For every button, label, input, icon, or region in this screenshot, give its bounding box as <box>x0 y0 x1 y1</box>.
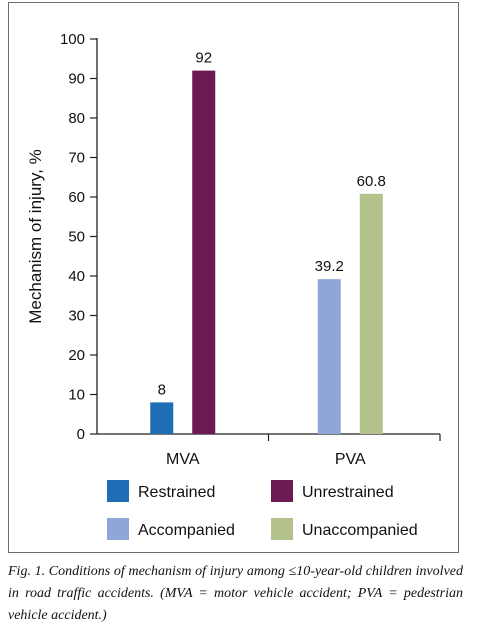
legend-label: Accompanied <box>138 522 235 539</box>
data-label: 39.2 <box>315 258 344 275</box>
data-label: 8 <box>158 381 166 398</box>
bar-chart: 0 10 20 30 40 50 60 70 80 90 100 Mechanism of injur… <box>26 31 441 540</box>
legend-swatch <box>107 480 129 502</box>
y-tick-label: 50 <box>68 229 85 246</box>
data-label: 60.8 <box>357 173 386 190</box>
bar <box>192 70 216 434</box>
data-label: 92 <box>195 50 212 67</box>
bar <box>359 193 383 434</box>
legend-label: Unaccompanied <box>302 522 418 539</box>
y-tick-label: 80 <box>68 110 85 127</box>
bar <box>150 402 174 434</box>
y-tick-label: 20 <box>68 347 85 364</box>
x-category-label: PVA <box>335 451 366 468</box>
legend-swatch <box>107 518 129 540</box>
y-tick-label: 10 <box>68 387 85 404</box>
legend-swatch <box>271 518 293 540</box>
y-tick-label: 90 <box>68 71 85 88</box>
y-tick-label: 60 <box>68 189 85 206</box>
legend-swatch <box>271 480 293 502</box>
figure-caption: Fig. 1. Conditions of mechanism of injur… <box>8 564 463 623</box>
y-tick-label: 40 <box>68 268 85 285</box>
legend-label: Unrestrained <box>302 484 394 501</box>
figure-frame <box>8 2 459 553</box>
y-tick-label: 30 <box>68 308 85 325</box>
y-axis-title: Mechanism of injury, % <box>26 149 45 323</box>
legend-label: Restrained <box>138 484 215 501</box>
y-tick-label: 100 <box>60 31 85 48</box>
bar <box>317 279 341 434</box>
y-tick-label: 0 <box>77 426 85 443</box>
y-tick-label: 70 <box>68 150 85 167</box>
x-category-label: MVA <box>166 451 200 468</box>
